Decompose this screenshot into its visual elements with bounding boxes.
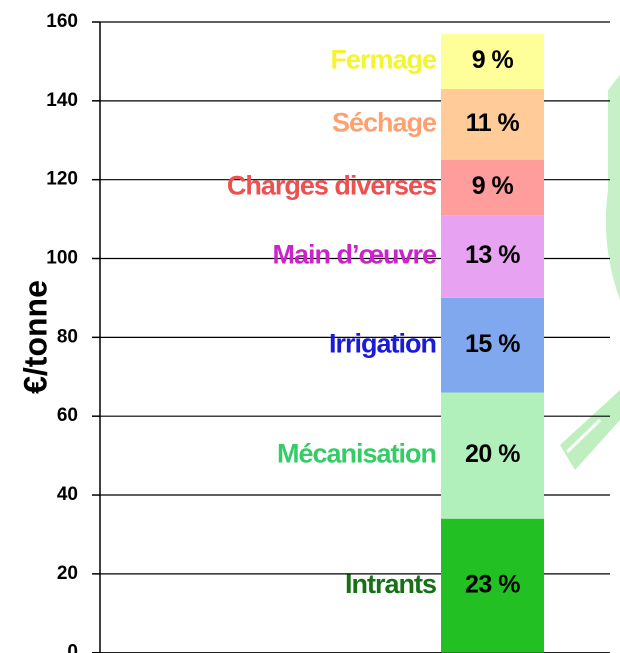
- segment-label: Intrants: [345, 569, 436, 599]
- segment-label: Irrigation: [329, 328, 436, 358]
- y-tick-label: 60: [57, 405, 78, 426]
- share-label: 20 %: [465, 440, 520, 468]
- share-label: 23 %: [465, 570, 520, 598]
- y-tick-label: 80: [57, 326, 78, 347]
- y-tick-label: 100: [46, 248, 78, 269]
- bar-segment: [441, 297, 544, 393]
- y-axis-label: €/tonne: [17, 280, 53, 394]
- segment-label: Main d’œuvre: [272, 240, 436, 270]
- share-label: 13 %: [465, 241, 520, 269]
- y-tick-label: 20: [57, 563, 78, 584]
- bar-segment: [441, 518, 544, 653]
- decoration: [560, 75, 620, 470]
- bar-segment: [441, 159, 544, 216]
- share-label: 9 %: [472, 46, 514, 74]
- share-label: 9 %: [472, 172, 514, 200]
- bar-segment: [441, 215, 544, 298]
- y-tick-label: 120: [46, 169, 78, 190]
- y-tick-label: 140: [46, 90, 78, 111]
- segment-label: Mécanisation: [277, 439, 436, 469]
- share-label: 11 %: [466, 109, 520, 137]
- y-tick-label: 0: [67, 642, 78, 653]
- y-tick-label: 160: [46, 11, 78, 32]
- segment-label: Charges diverses: [227, 171, 436, 201]
- bar-segment: [441, 392, 544, 519]
- bar-segment: [441, 33, 544, 90]
- y-tick-label: 40: [57, 484, 78, 505]
- share-label: 15 %: [465, 330, 520, 358]
- segment-label: Fermage: [330, 45, 437, 75]
- bar-segment: [441, 89, 544, 160]
- segment-label: Séchage: [332, 108, 437, 138]
